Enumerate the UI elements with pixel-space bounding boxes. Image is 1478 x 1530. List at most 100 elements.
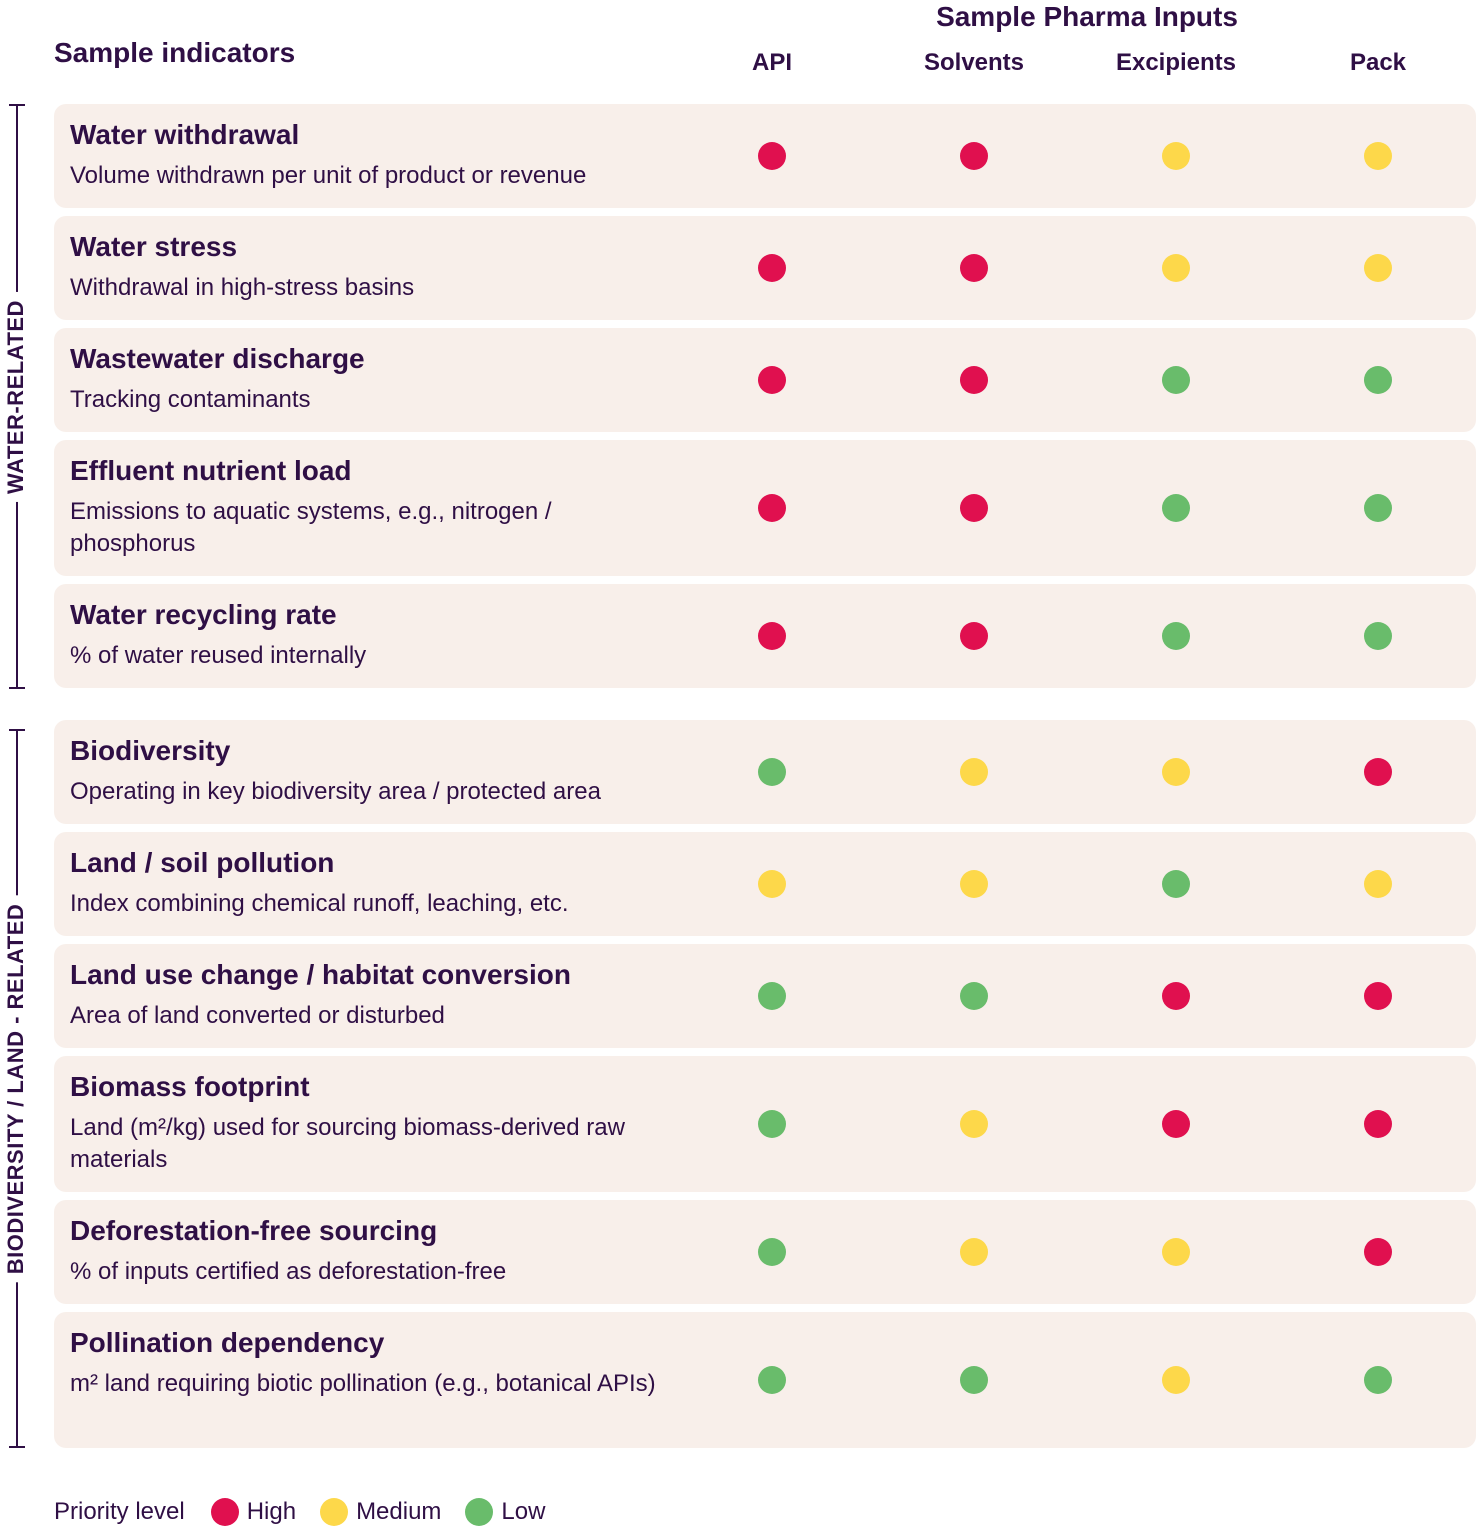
- legend: Priority level High Medium Low: [54, 1494, 569, 1530]
- indicator-title: Water stress: [70, 231, 238, 262]
- column-header-excipients: Excipients: [1115, 49, 1237, 76]
- priority-dot-high: [758, 366, 786, 394]
- priority-dot-medium: [1162, 254, 1190, 282]
- group-label: WATER-RELATED: [3, 292, 29, 502]
- column-header-solvents: Solvents: [923, 49, 1025, 76]
- legend-item-medium: Medium: [320, 1498, 441, 1526]
- priority-dot-low: [1162, 870, 1190, 898]
- indicator-title: Water withdrawal: [70, 119, 300, 150]
- legend-high-swatch: [210, 1498, 239, 1526]
- indicator-row: Deforestation-free sourcing % of inputs c…: [54, 1200, 1476, 1304]
- indicator-title: Effluent nutrient load: [70, 455, 352, 486]
- group-bracket-cap: [9, 1446, 25, 1448]
- priority-dot-high: [960, 622, 988, 650]
- indicator-row: Water withdrawal Volume withdrawn per uni…: [54, 104, 1476, 208]
- indicator-title: Deforestation-free sourcing: [70, 1215, 438, 1246]
- indicator-description: % of inputs certified as deforestation-f…: [70, 1258, 507, 1285]
- column-header-api: API: [751, 49, 792, 76]
- priority-dot-low: [960, 1366, 988, 1394]
- priority-dot-medium: [1162, 142, 1190, 170]
- group-bracket-cap: [9, 729, 25, 731]
- priority-dot-high: [1364, 758, 1392, 786]
- priority-dot-high: [1364, 1110, 1392, 1138]
- priority-dot-medium: [1162, 758, 1190, 786]
- priority-dot-high: [960, 254, 988, 282]
- indicator-description: Area of land converted or disturbed: [70, 1002, 445, 1029]
- indicator-row: Water recycling rate % of water reused in…: [54, 584, 1476, 688]
- priority-dot-medium: [1364, 254, 1392, 282]
- indicator-title: Biodiversity: [70, 735, 231, 766]
- priority-dot-medium: [1364, 142, 1392, 170]
- legend-item-high: High: [210, 1498, 297, 1526]
- priority-dot-low: [758, 1110, 786, 1138]
- priority-dot-high: [758, 494, 786, 522]
- priority-dot-medium: [758, 870, 786, 898]
- priority-dot-low: [758, 982, 786, 1010]
- indicator-row: Water stress Withdrawal in high-stress ba…: [54, 216, 1476, 320]
- priority-dot-high: [758, 254, 786, 282]
- priority-dot-high: [758, 622, 786, 650]
- group-bracket-cap: [9, 104, 25, 106]
- group-bracket-cap: [9, 687, 25, 689]
- priority-dot-low: [1364, 622, 1392, 650]
- priority-dot-low: [758, 758, 786, 786]
- priority-dot-medium: [960, 1110, 988, 1138]
- priority-dot-low: [1364, 494, 1392, 522]
- indicator-title: Water recycling rate: [70, 599, 337, 630]
- legend-medium-swatch: [320, 1498, 349, 1526]
- priority-dot-low: [1364, 366, 1392, 394]
- legend-medium-label: Medium: [356, 1498, 442, 1525]
- indicator-description: Tracking contaminants: [70, 386, 311, 413]
- legend-low-swatch: [465, 1498, 494, 1526]
- group-label: BIODIVERSITY / LAND - RELATED: [3, 895, 29, 1283]
- indicator-description: m² land requiring biotic pollination (e.…: [70, 1370, 656, 1397]
- inputs-header: Sample Pharma Inputs: [936, 1, 1238, 32]
- priority-dot-high: [960, 494, 988, 522]
- priority-dot-high: [758, 142, 786, 170]
- priority-dot-high: [1162, 1110, 1190, 1138]
- priority-dot-medium: [960, 758, 988, 786]
- indicator-description: Emissions to aquatic systems, e.g., nitr…: [70, 498, 552, 557]
- indicator-title: Land / soil pollution: [70, 847, 335, 878]
- priority-dot-low: [1162, 622, 1190, 650]
- priority-dot-low: [758, 1366, 786, 1394]
- priority-dot-high: [960, 142, 988, 170]
- indicator-description: Volume withdrawn per unit of product or …: [70, 162, 587, 189]
- priority-dot-low: [1162, 494, 1190, 522]
- indicator-title: Wastewater discharge: [70, 343, 365, 374]
- indicator-row: Land use change / habitat conversion Area…: [54, 944, 1476, 1048]
- priority-dot-medium: [960, 1238, 988, 1266]
- indicator-row: Wastewater discharge Tracking contaminant…: [54, 328, 1476, 432]
- indicator-row: Effluent nutrient load Emissions to aquat…: [54, 440, 1476, 576]
- indicator-row: Biodiversity Operating in key biodiversit…: [54, 720, 1476, 824]
- priority-dot-low: [758, 1238, 786, 1266]
- indicator-description: Land (m²/kg) used for sourcing biomass-d…: [70, 1114, 625, 1173]
- indicator-description: Index combining chemical runoff, leachin…: [70, 890, 569, 917]
- priority-dot-low: [960, 982, 988, 1010]
- indicator-row: Land / soil pollution Index combining che…: [54, 832, 1476, 936]
- indicator-title: Biomass footprint: [70, 1071, 310, 1102]
- legend-title: Priority level: [54, 1498, 185, 1525]
- priority-dot-high: [1162, 982, 1190, 1010]
- indicator-description: Withdrawal in high-stress basins: [70, 274, 415, 301]
- priority-dot-medium: [960, 870, 988, 898]
- priority-dot-high: [1364, 982, 1392, 1010]
- priority-dot-medium: [1162, 1238, 1190, 1266]
- priority-dot-high: [1364, 1238, 1392, 1266]
- indicator-title: Land use change / habitat conversion: [70, 959, 571, 990]
- priority-dot-high: [960, 366, 988, 394]
- indicator-description: % of water reused internally: [70, 642, 367, 669]
- priority-dot-low: [1162, 366, 1190, 394]
- indicator-description: Operating in key biodiversity area / pro…: [70, 778, 601, 805]
- priority-dot-medium: [1364, 870, 1392, 898]
- indicator-row: Pollination dependency m² land requiring …: [54, 1312, 1476, 1448]
- priority-dot-low: [1364, 1366, 1392, 1394]
- indicator-title: Pollination dependency: [70, 1327, 385, 1358]
- legend-high-label: High: [246, 1498, 297, 1525]
- legend-item-low: Low: [465, 1498, 545, 1526]
- indicator-row: Biomass footprint Land (m²/kg) used for s…: [54, 1056, 1476, 1192]
- legend-low-label: Low: [501, 1498, 546, 1525]
- column-header-pack: Pack: [1349, 49, 1407, 76]
- indicators-header: Sample indicators: [54, 37, 296, 68]
- priority-dot-medium: [1162, 1366, 1190, 1394]
